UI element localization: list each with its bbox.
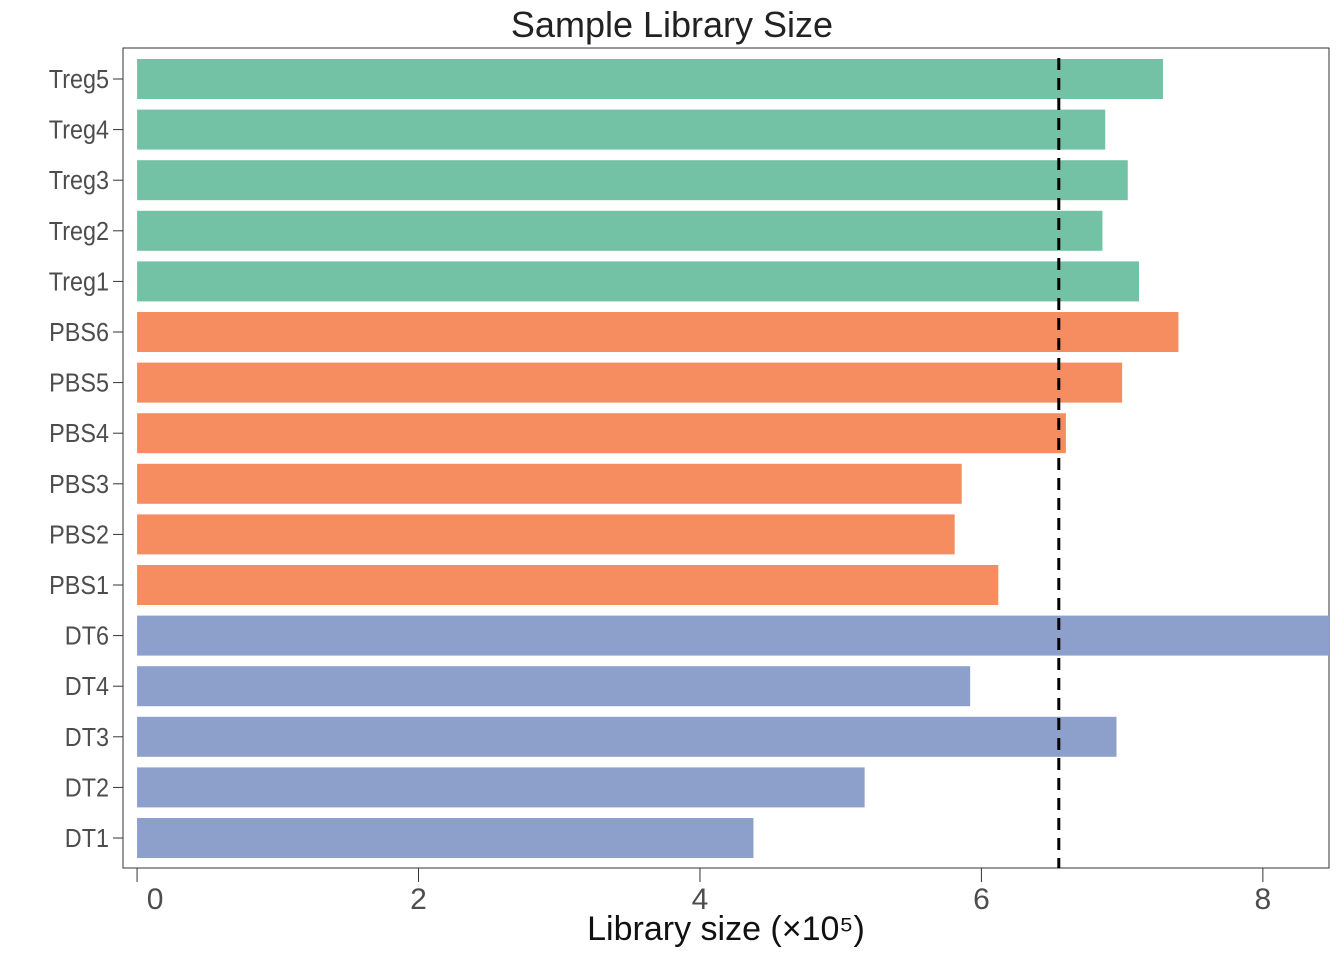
x-tick-label: 4 [692,883,709,916]
y-tick-label: PBS2 [49,521,109,549]
bar-treg4 [137,109,1106,150]
y-tick-label: Treg4 [49,117,109,145]
bar-treg5 [137,59,1163,99]
bar-dt2 [137,767,865,808]
bar-pbs5 [137,362,1123,403]
x-tick-label: 0 [147,883,164,916]
y-tick-label: DT3 [65,724,109,752]
y-tick-label: DT4 [65,673,109,701]
y-tick-label: PBS4 [49,420,109,448]
bar-treg3 [137,160,1128,201]
y-tick-label: PBS3 [49,471,109,499]
y-tick-label: PBS1 [49,572,109,600]
plot-border [122,47,1330,869]
bar-pbs2 [137,514,955,555]
bar-dt3 [137,716,1117,757]
x-tick-label: 8 [1255,883,1272,916]
bar-dt6 [137,615,1329,656]
y-tick-label: Treg5 [49,66,109,94]
bar-pbs1 [137,565,999,605]
bar-pbs6 [137,312,1179,352]
y-tick-label: Treg1 [49,268,109,296]
y-tick-label: Treg3 [49,167,109,195]
y-tick-label: DT1 [65,825,109,853]
x-tick-label: 2 [410,883,427,916]
bar-pbs3 [137,463,962,504]
y-tick-label: PBS5 [49,370,109,398]
y-tick-label: DT6 [65,623,109,651]
bar-treg1 [137,261,1140,302]
bar-pbs4 [137,413,1066,454]
chart-title: Sample Library Size [510,4,834,45]
bar-dt4 [137,666,971,707]
bar-treg2 [137,210,1103,251]
x-axis-title: Library size (×10⁵) [587,910,865,948]
y-tick-label: Treg2 [49,218,109,246]
bar-dt1 [137,818,754,858]
x-tick-label: 6 [973,883,990,916]
y-tick-label: PBS6 [49,319,109,347]
y-tick-label: DT2 [65,774,109,802]
